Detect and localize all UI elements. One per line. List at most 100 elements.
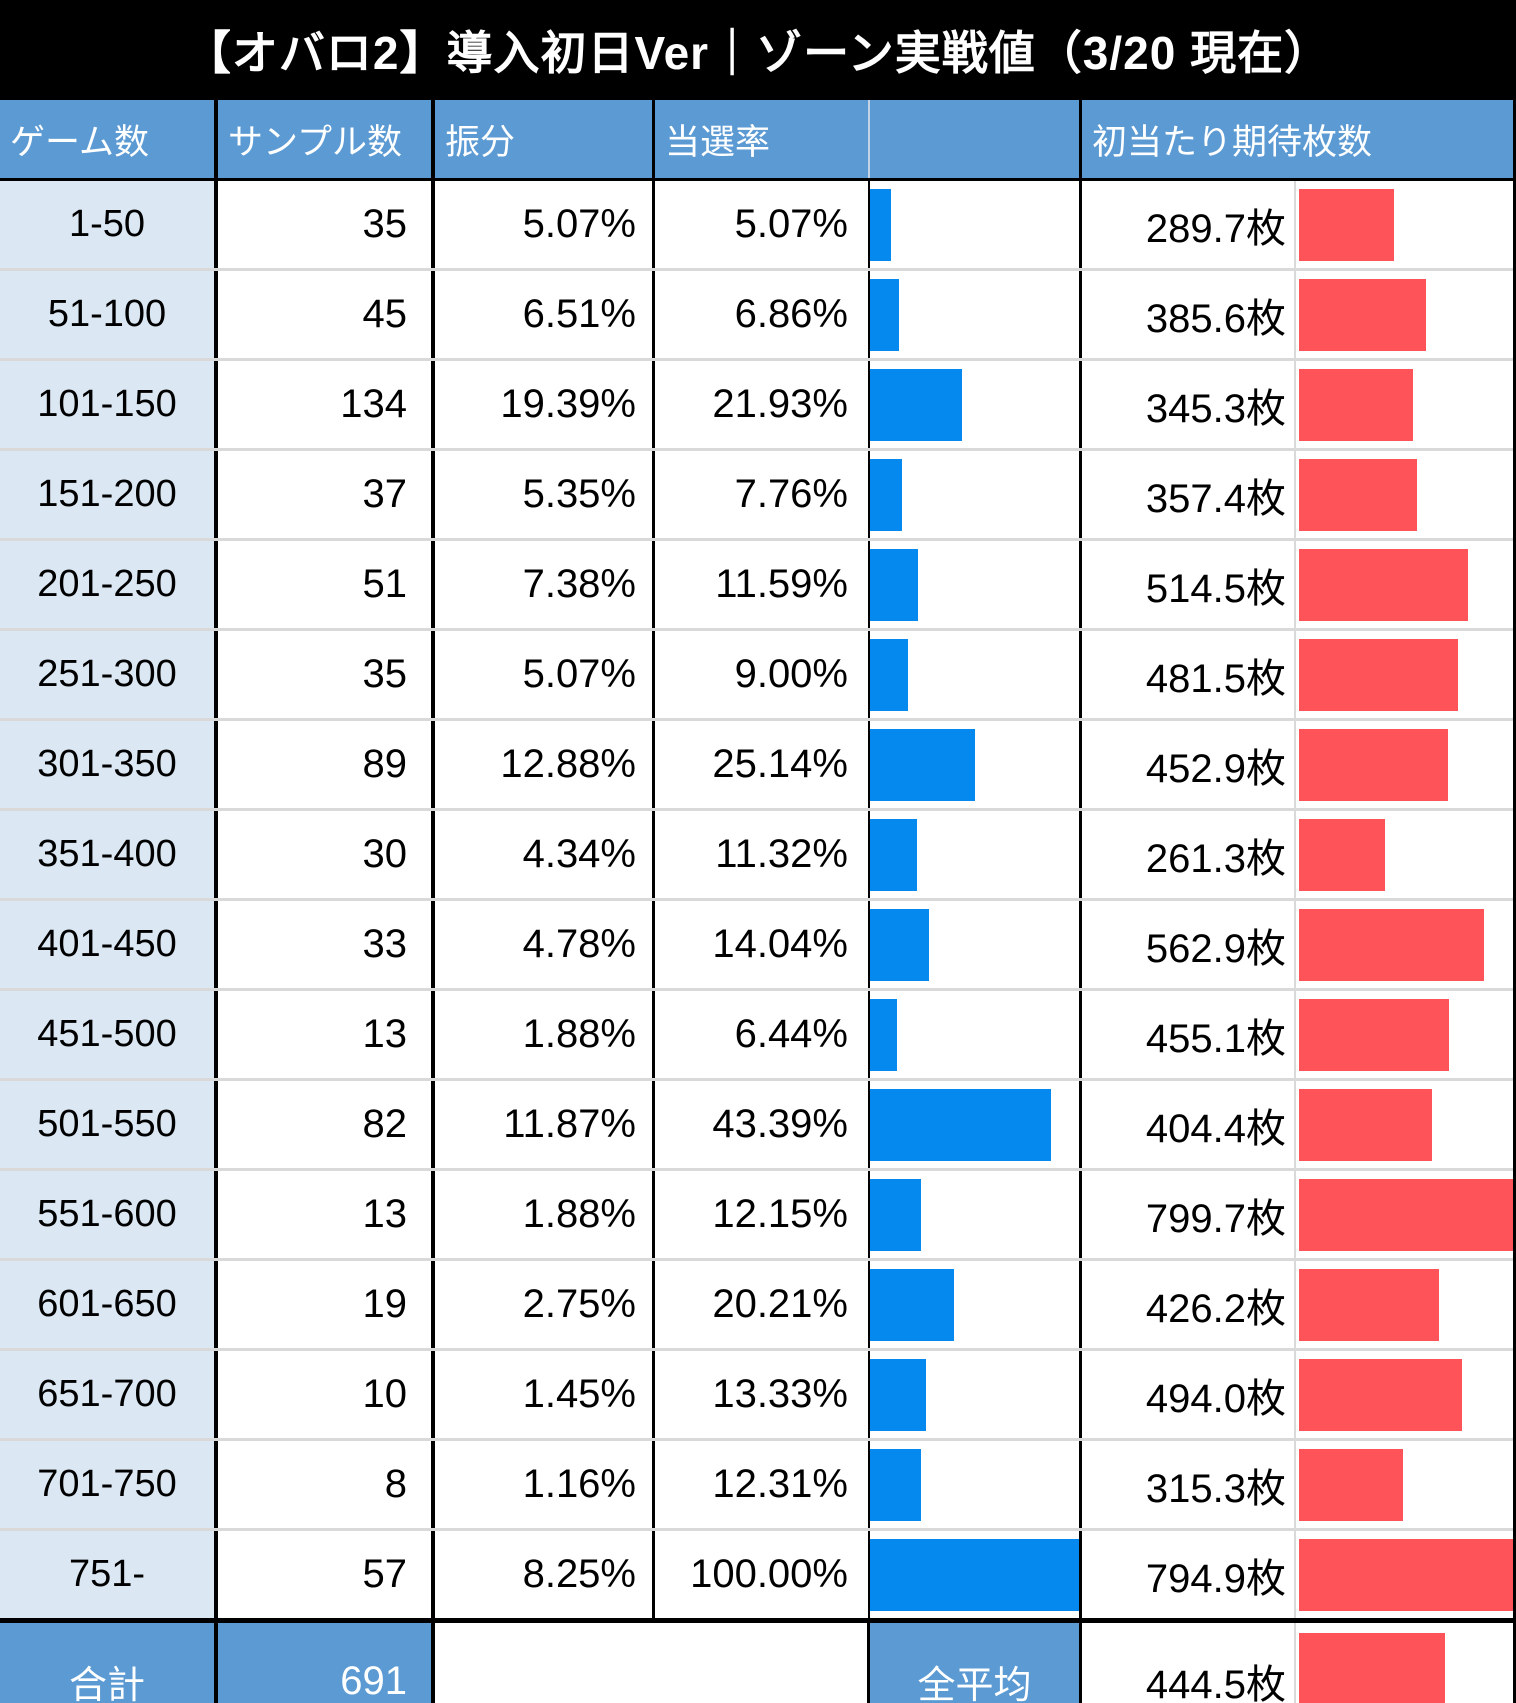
win-rate-cell: 100.00% xyxy=(655,1531,870,1618)
table-row: 701-750 8 1.16% 12.31% 315.3枚 xyxy=(0,1441,1513,1531)
header-expected-coins: 初当たり期待枚数 xyxy=(1082,100,1513,178)
win-rate-bar xyxy=(870,728,976,801)
footer-average-coins-bar-cell xyxy=(1296,1623,1513,1703)
win-rate-bar xyxy=(870,908,929,981)
win-rate-cell: 9.00% xyxy=(655,631,870,718)
table-row: 251-300 35 5.07% 9.00% 481.5枚 xyxy=(0,631,1513,721)
win-rate-bar-cell xyxy=(870,1531,1082,1618)
games-range-cell: 1-50 xyxy=(0,181,218,268)
table-row: 551-600 13 1.88% 12.15% 799.7枚 xyxy=(0,1171,1513,1261)
expected-coins-bar-cell xyxy=(1296,1081,1513,1168)
win-rate-cell: 12.31% xyxy=(655,1441,870,1528)
win-rate-bar xyxy=(870,278,899,351)
expected-coins-bar-cell xyxy=(1296,271,1513,358)
games-range-cell: 151-200 xyxy=(0,451,218,538)
win-rate-bar xyxy=(870,188,892,261)
win-rate-cell: 21.93% xyxy=(655,361,870,448)
win-rate-bar-cell xyxy=(870,631,1082,718)
share-cell: 5.07% xyxy=(435,631,655,718)
samples-cell: 51 xyxy=(218,541,435,628)
win-rate-bar xyxy=(870,458,903,531)
games-range-cell: 701-750 xyxy=(0,1441,218,1528)
expected-coins-bar xyxy=(1299,638,1458,711)
footer-empty-cell xyxy=(435,1623,870,1703)
games-range-cell: 601-650 xyxy=(0,1261,218,1348)
expected-coins-bar-cell xyxy=(1296,631,1513,718)
win-rate-bar-cell xyxy=(870,991,1082,1078)
games-range-cell: 51-100 xyxy=(0,271,218,358)
expected-coins-cell: 404.4枚 xyxy=(1082,1081,1296,1168)
table-row: 601-650 19 2.75% 20.21% 426.2枚 xyxy=(0,1261,1513,1351)
win-rate-cell: 12.15% xyxy=(655,1171,870,1258)
header-games: ゲーム数 xyxy=(0,100,218,178)
expected-coins-bar-cell xyxy=(1296,541,1513,628)
samples-cell: 134 xyxy=(218,361,435,448)
games-range-cell: 551-600 xyxy=(0,1171,218,1258)
games-range-cell: 401-450 xyxy=(0,901,218,988)
win-rate-bar-cell xyxy=(870,541,1082,628)
table-row: 351-400 30 4.34% 11.32% 261.3枚 xyxy=(0,811,1513,901)
expected-coins-bar-cell xyxy=(1296,181,1513,268)
expected-coins-bar-cell xyxy=(1296,901,1513,988)
games-range-cell: 751- xyxy=(0,1531,218,1618)
samples-cell: 19 xyxy=(218,1261,435,1348)
win-rate-cell: 43.39% xyxy=(655,1081,870,1168)
table-row: 201-250 51 7.38% 11.59% 514.5枚 xyxy=(0,541,1513,631)
win-rate-bar xyxy=(870,1268,955,1341)
expected-coins-cell: 357.4枚 xyxy=(1082,451,1296,538)
expected-coins-cell: 315.3枚 xyxy=(1082,1441,1296,1528)
zone-stats-table: ゲーム数 サンプル数 振分 当選率 初当たり期待枚数 1-50 35 5.07% 5.… xyxy=(0,100,1513,1703)
expected-coins-bar-cell xyxy=(1296,1261,1513,1348)
win-rate-bar-cell xyxy=(870,271,1082,358)
win-rate-cell: 11.59% xyxy=(655,541,870,628)
share-cell: 7.38% xyxy=(435,541,655,628)
games-range-cell: 451-500 xyxy=(0,991,218,1078)
win-rate-bar-cell xyxy=(870,901,1082,988)
samples-cell: 82 xyxy=(218,1081,435,1168)
share-cell: 4.34% xyxy=(435,811,655,898)
page-title: 【オバロ2】導入初日Ver｜ゾーン実戦値（3/20 現在） xyxy=(184,27,1332,79)
win-rate-bar xyxy=(870,368,962,441)
share-cell: 5.07% xyxy=(435,181,655,268)
expected-coins-bar xyxy=(1299,1538,1513,1611)
win-rate-bar xyxy=(870,998,897,1071)
win-rate-bar xyxy=(870,1538,1079,1611)
win-rate-bar-cell xyxy=(870,451,1082,538)
samples-cell: 35 xyxy=(218,181,435,268)
samples-cell: 45 xyxy=(218,271,435,358)
footer-total-label: 合計 xyxy=(0,1623,218,1703)
win-rate-bar-cell xyxy=(870,361,1082,448)
share-cell: 19.39% xyxy=(435,361,655,448)
table-row: 751- 57 8.25% 100.00% 794.9枚 xyxy=(0,1531,1513,1618)
expected-coins-bar xyxy=(1299,1358,1462,1431)
header-share: 振分 xyxy=(435,100,655,178)
expected-coins-cell: 799.7枚 xyxy=(1082,1171,1296,1258)
samples-cell: 10 xyxy=(218,1351,435,1438)
table-row: 1-50 35 5.07% 5.07% 289.7枚 xyxy=(0,181,1513,271)
expected-coins-cell: 562.9枚 xyxy=(1082,901,1296,988)
share-cell: 1.16% xyxy=(435,1441,655,1528)
footer-average-coins: 444.5枚 xyxy=(1082,1623,1296,1703)
win-rate-bar-cell xyxy=(870,1261,1082,1348)
table-row: 401-450 33 4.78% 14.04% 562.9枚 xyxy=(0,901,1513,991)
expected-coins-bar xyxy=(1299,1088,1433,1161)
expected-coins-bar xyxy=(1299,1178,1513,1251)
samples-cell: 13 xyxy=(218,991,435,1078)
share-cell: 1.88% xyxy=(435,1171,655,1258)
win-rate-cell: 13.33% xyxy=(655,1351,870,1438)
win-rate-bar-cell xyxy=(870,1081,1082,1168)
samples-cell: 89 xyxy=(218,721,435,808)
expected-coins-bar xyxy=(1299,1268,1440,1341)
table-row: 651-700 10 1.45% 13.33% 494.0枚 xyxy=(0,1351,1513,1441)
expected-coins-bar xyxy=(1299,1448,1403,1521)
share-cell: 12.88% xyxy=(435,721,655,808)
footer-total-samples: 691 xyxy=(218,1623,435,1703)
samples-cell: 30 xyxy=(218,811,435,898)
table-row: 501-550 82 11.87% 43.39% 404.4枚 xyxy=(0,1081,1513,1171)
expected-coins-bar-cell xyxy=(1296,1531,1513,1618)
expected-coins-bar xyxy=(1299,458,1417,531)
header-win-rate-bar xyxy=(870,100,1082,178)
table-header-row: ゲーム数 サンプル数 振分 当選率 初当たり期待枚数 xyxy=(0,100,1513,181)
win-rate-cell: 5.07% xyxy=(655,181,870,268)
expected-coins-bar xyxy=(1299,368,1413,441)
